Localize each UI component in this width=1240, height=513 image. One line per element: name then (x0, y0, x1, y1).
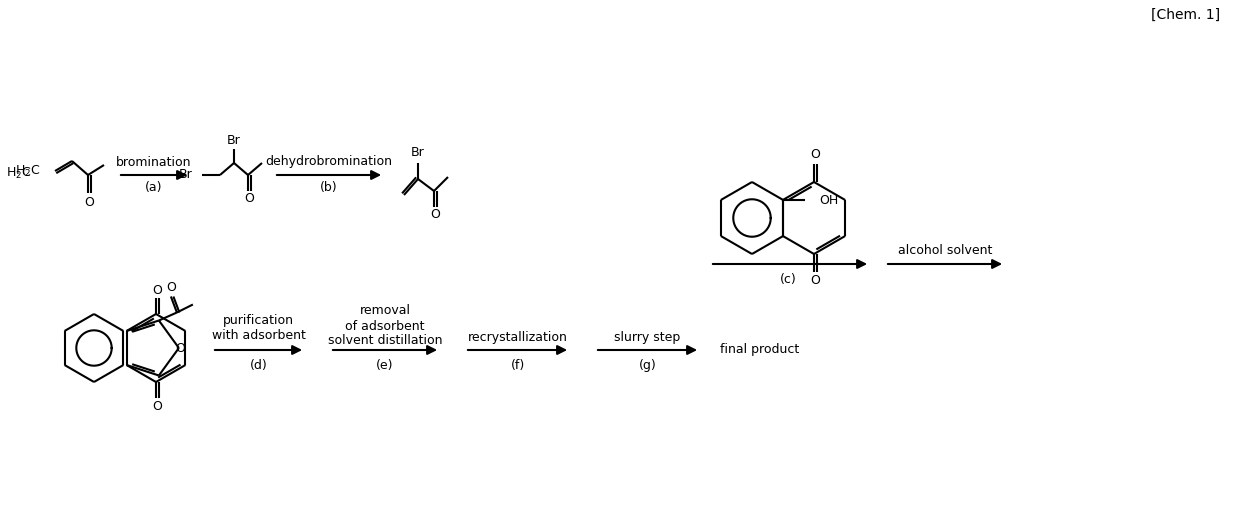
Text: final product: final product (720, 344, 800, 357)
Text: O: O (810, 274, 820, 287)
Text: O: O (166, 281, 176, 294)
Text: O: O (84, 195, 94, 208)
Text: Br: Br (227, 134, 241, 148)
Text: recrystallization: recrystallization (467, 330, 568, 344)
Text: H$_2$C: H$_2$C (6, 166, 32, 181)
Text: [Chem. 1]: [Chem. 1] (1151, 8, 1220, 22)
Text: (f): (f) (511, 360, 525, 372)
Text: (a): (a) (145, 182, 162, 194)
Text: slurry step: slurry step (614, 330, 681, 344)
Text: removal
of adsorbent
solvent distillation: removal of adsorbent solvent distillatio… (327, 305, 443, 347)
Text: (b): (b) (320, 182, 337, 194)
Text: O: O (430, 208, 440, 222)
Text: (d): (d) (249, 360, 268, 372)
Text: H$_2$C: H$_2$C (15, 164, 41, 179)
Text: O: O (153, 284, 162, 297)
Text: Br: Br (179, 168, 192, 182)
Text: alcohol solvent: alcohol solvent (898, 244, 992, 256)
Text: dehydrobromination: dehydrobromination (265, 155, 393, 168)
Text: Br: Br (412, 147, 425, 160)
Text: (e): (e) (376, 360, 394, 372)
Text: purification
with adsorbent: purification with adsorbent (212, 314, 305, 342)
Text: O: O (810, 148, 820, 162)
Text: OH: OH (818, 193, 838, 207)
Text: O: O (153, 400, 162, 412)
Text: (g): (g) (639, 360, 656, 372)
Text: bromination: bromination (117, 155, 192, 168)
Text: O: O (175, 343, 185, 356)
Text: O: O (244, 192, 254, 206)
Text: (c): (c) (780, 272, 796, 286)
